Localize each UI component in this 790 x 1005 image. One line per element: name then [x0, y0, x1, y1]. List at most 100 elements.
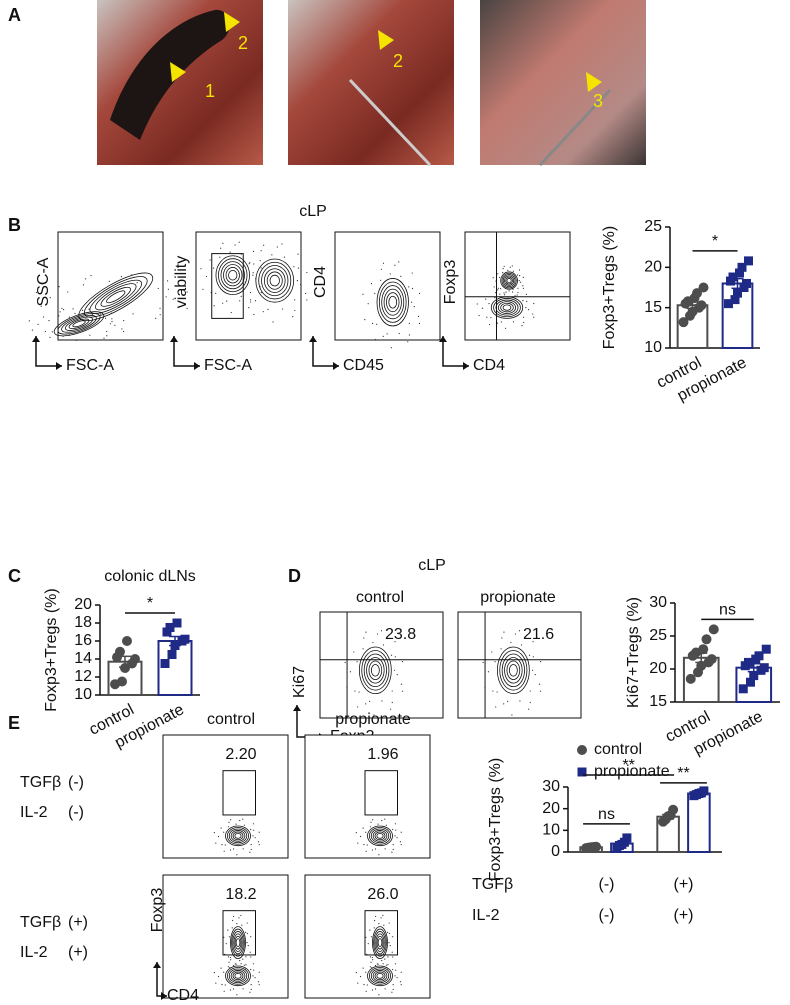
event-dot [529, 690, 531, 692]
event-dot [510, 641, 512, 644]
contour [368, 827, 392, 845]
data-point [122, 636, 132, 646]
event-dot [250, 984, 252, 986]
event-dot [232, 919, 234, 922]
contour [232, 931, 244, 955]
event-dot [250, 968, 252, 971]
contour [228, 968, 248, 984]
panel-letter: D [288, 566, 301, 586]
event-dot [407, 341, 409, 343]
event-dot [239, 959, 241, 962]
event-dot [186, 307, 188, 309]
event-dot [485, 298, 487, 300]
flow-column: propionate [480, 589, 556, 606]
event-dot [399, 981, 402, 983]
event-dot [258, 971, 260, 973]
event-dot [377, 823, 379, 825]
event-dot [400, 831, 402, 833]
event-dot [384, 988, 386, 990]
event-dot [532, 641, 534, 643]
event-dot [362, 293, 364, 295]
event-dot [229, 251, 231, 253]
event-dot [114, 324, 116, 326]
event-dot [253, 263, 255, 265]
event-dot [502, 272, 504, 274]
event-dot [539, 690, 542, 692]
data-point [668, 804, 679, 815]
contour [500, 271, 518, 290]
row-value: (+) [674, 876, 694, 893]
event-dot [371, 989, 374, 991]
contour [370, 664, 380, 677]
event-dot [254, 837, 256, 839]
panel-letter: E [8, 713, 20, 733]
event-dot [229, 967, 231, 969]
event-dot [166, 280, 169, 282]
event-dot [132, 313, 134, 315]
event-dot [363, 844, 365, 846]
event-dot [525, 307, 527, 309]
event-dot [520, 644, 523, 646]
event-dot [62, 335, 64, 337]
event-dot [363, 637, 365, 639]
event-dot [391, 951, 393, 953]
event-dot [231, 927, 233, 929]
event-dot [511, 265, 513, 267]
event-dot [252, 835, 254, 837]
contour [376, 935, 384, 950]
event-dot [250, 956, 252, 958]
event-dot [525, 293, 528, 295]
gate-value: 2.20 [225, 746, 256, 763]
event-dot [387, 956, 389, 958]
event-dot [514, 295, 516, 297]
event-dot [532, 313, 534, 315]
event-dot [408, 334, 411, 336]
event-dot [220, 247, 222, 249]
contour [374, 931, 386, 955]
event-dot [42, 316, 45, 318]
contour [225, 267, 240, 284]
photo-detail [110, 9, 230, 140]
data-point [698, 282, 709, 293]
event-dot [222, 242, 224, 244]
contour [508, 664, 518, 677]
event-dot [487, 671, 490, 673]
flow-plot [464, 231, 571, 341]
data-point [744, 256, 753, 266]
event-dot [388, 942, 390, 944]
event-dot [249, 851, 251, 853]
data-point [180, 634, 190, 644]
flow-y-label: Ki67 [291, 666, 308, 698]
data-point [692, 288, 702, 299]
significance-label: ** [622, 757, 634, 774]
contour [231, 928, 245, 957]
contour [372, 970, 388, 982]
event-dot [514, 633, 517, 635]
event-dot [271, 254, 273, 256]
event-dot [381, 959, 383, 962]
event-dot [482, 661, 484, 664]
event-dot [362, 648, 364, 650]
event-dot [121, 328, 123, 330]
event-dot [413, 305, 415, 308]
y-tick-label: 20 [74, 596, 92, 613]
factor-name: TGFβ [20, 774, 61, 791]
contour [361, 650, 390, 691]
event-dot [488, 303, 490, 305]
event-dot [499, 293, 501, 295]
event-dot [411, 287, 414, 290]
flow-x-label: FSC-A [204, 357, 252, 374]
event-dot [384, 958, 386, 960]
contour [376, 278, 409, 327]
event-dot [62, 309, 65, 311]
flow-column: propionate [335, 711, 411, 728]
contour [215, 255, 250, 296]
event-dot [357, 842, 359, 844]
y-tick-label: 15 [649, 693, 667, 710]
contour [226, 967, 250, 985]
event-dot [511, 291, 514, 293]
arrowhead [32, 336, 40, 342]
y-tick-label: 18 [74, 614, 92, 631]
row-value: (-) [599, 876, 615, 893]
y-axis-label: Foxp3+Tregs (%) [43, 588, 60, 711]
